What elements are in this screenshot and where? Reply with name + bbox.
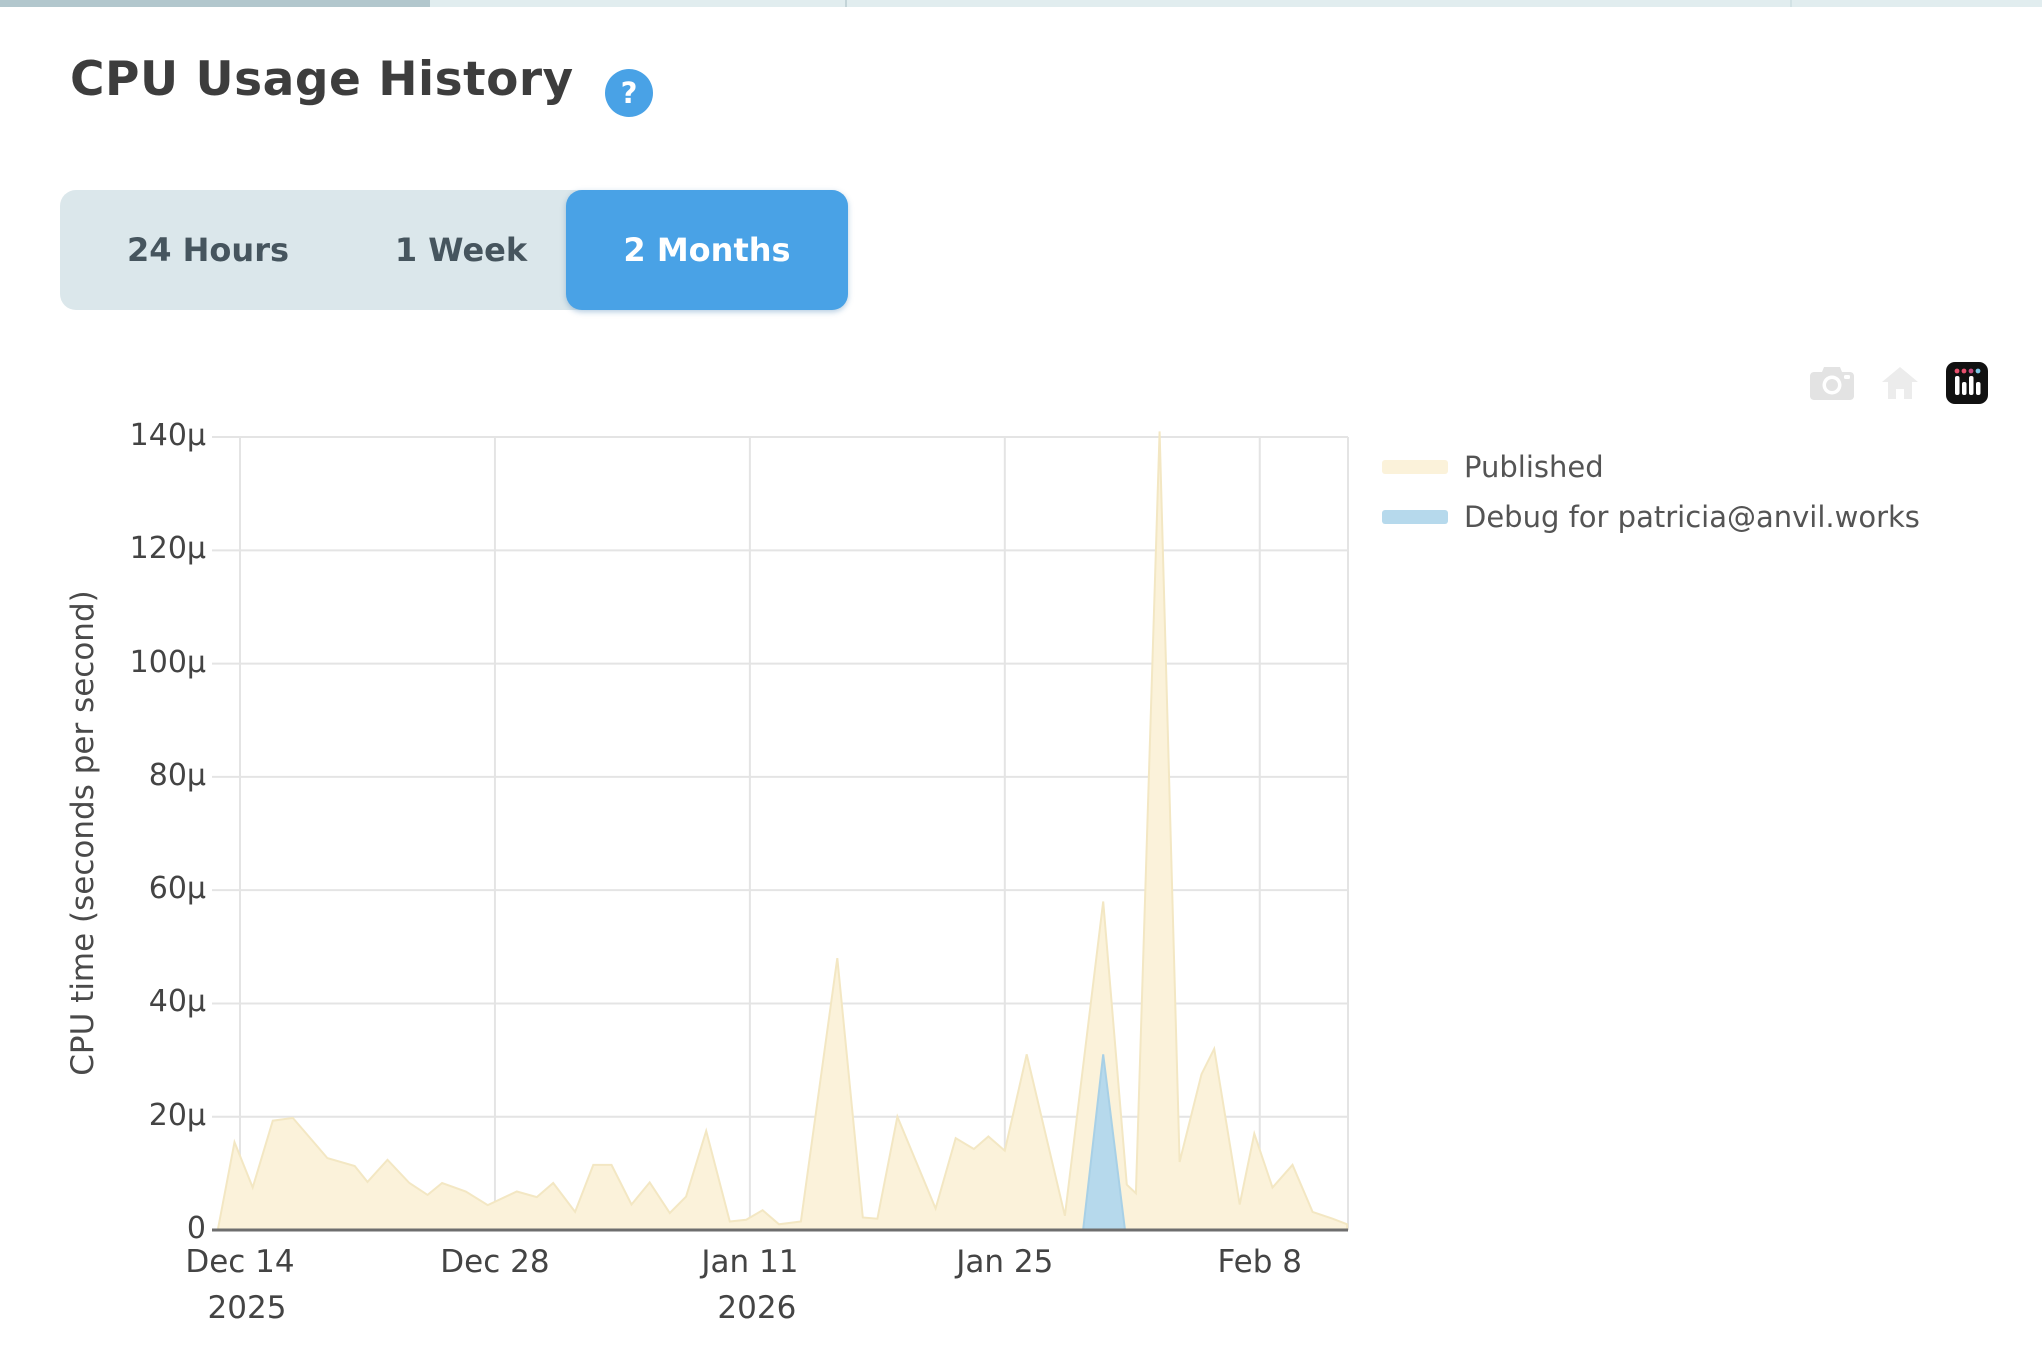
camera-icon[interactable]	[1810, 365, 1854, 401]
legend-swatch	[1382, 460, 1448, 474]
help-icon[interactable]: ?	[605, 69, 653, 117]
tab-2-months[interactable]: 2 Months	[566, 190, 848, 310]
y-tick-label: 80µ	[148, 757, 206, 793]
top-tabbar-active-segment	[0, 0, 430, 7]
legend-swatch	[1382, 510, 1448, 524]
plotly-logo-icon[interactable]	[1946, 362, 1988, 404]
legend-item-debug[interactable]: Debug for patricia@anvil.works	[1382, 499, 1920, 535]
y-tick-label: 20µ	[148, 1097, 206, 1133]
top-tabbar-divider	[1790, 0, 1792, 7]
home-icon[interactable]	[1882, 367, 1918, 399]
x-tick-sublabel: 2025	[207, 1290, 287, 1326]
x-tick-sublabel: 2026	[717, 1290, 797, 1326]
x-tick-label: Dec 28	[440, 1244, 550, 1280]
y-tick-label: 100µ	[129, 644, 206, 680]
tab-1-week[interactable]: 1 Week	[394, 231, 528, 269]
y-tick-label: 140µ	[129, 418, 206, 454]
y-tick-label: 0	[186, 1211, 206, 1246]
y-tick-label: 60µ	[148, 871, 206, 907]
page-title: CPU Usage History	[70, 52, 574, 107]
chart-legend: Published Debug for patricia@anvil.works	[1382, 449, 1920, 549]
legend-item-published[interactable]: Published	[1382, 449, 1920, 485]
legend-label: Published	[1464, 450, 1604, 484]
x-tick-label: Feb 8	[1217, 1244, 1302, 1280]
y-tick-label: 120µ	[129, 531, 206, 567]
legend-label: Debug for patricia@anvil.works	[1464, 500, 1920, 534]
time-range-tab-group: 24 Hours 1 Week 2 Months	[60, 190, 848, 310]
x-tick-label: Jan 25	[956, 1244, 1054, 1280]
tab-24-hours[interactable]: 24 Hours	[126, 231, 290, 269]
top-tabbar-divider	[845, 0, 847, 7]
y-tick-label: 40µ	[148, 984, 206, 1020]
x-tick-label: Jan 11	[701, 1244, 799, 1280]
top-tabbar-sliver	[0, 0, 2042, 7]
x-tick-label: Dec 14	[185, 1244, 295, 1280]
area-series-published	[217, 431, 1349, 1231]
chart-modebar	[1810, 362, 1988, 404]
